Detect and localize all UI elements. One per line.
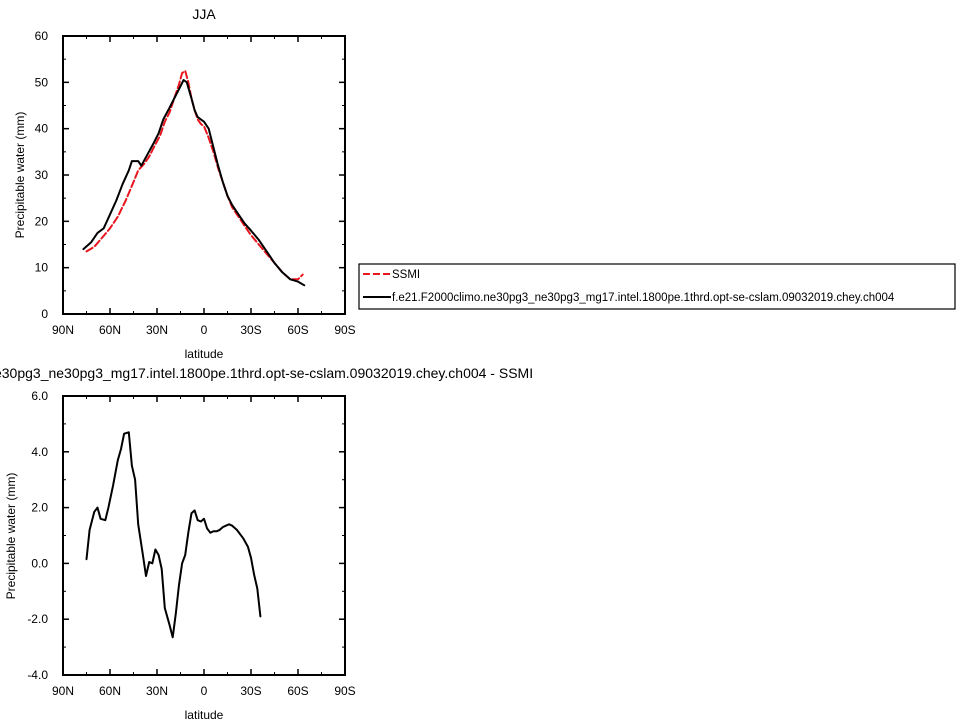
x-tick-label: 60S: [287, 323, 308, 337]
y-tick-label: 40: [35, 122, 49, 136]
x-axis-label-bottom: latitude: [185, 708, 224, 722]
legend-box: [358, 263, 956, 310]
legend-label-model: f.e21.F2000climo.ne30pg3_ne30pg3_mg17.in…: [392, 292, 895, 304]
y-tick-label: 60: [35, 29, 49, 43]
y-tick-label: 4.0: [31, 445, 48, 459]
panel-bottom-diff: f.e21.F2000climo.ne30pg3_ne30pg3_mg17.in…: [0, 365, 533, 722]
y-tick-label: -2.0: [27, 612, 48, 626]
legend: SSMI f.e21.F2000climo.ne30pg3_ne30pg3_mg…: [358, 263, 956, 310]
panel-title-bottom: f.e21.F2000climo.ne30pg3_ne30pg3_mg17.in…: [0, 365, 533, 381]
y-tick-label: 0: [41, 307, 48, 321]
axis-ticks-top: 90N 60N 30N 0 30S 60S 90S 0 10 20 30 40 50 60: [35, 29, 356, 337]
series-line-model: [82, 79, 306, 287]
x-tick-label: 30S: [240, 684, 261, 698]
plot-frame-bottom: [62, 395, 346, 676]
x-tick-label: 60N: [99, 323, 121, 337]
x-tick-label: 90S: [334, 684, 355, 698]
axis-ticks-bottom: 90N 60N 30N 0 30S 60S 90S -4.0 -2.0 0.0 2.0 4.0 6.0: [27, 389, 355, 698]
panel-top-jja: JJA 90N 60N 30N 0 30S 60S 90S 0 10 20 30 40 50 60 lat…: [13, 6, 356, 361]
y-tick-label: 20: [35, 214, 49, 228]
y-tick-label: 6.0: [31, 389, 48, 403]
series-group-bottom: [85, 431, 262, 639]
x-tick-label: 0: [201, 684, 208, 698]
x-tick-label: 30S: [240, 323, 261, 337]
y-axis-label-top: Precipitable water (mm): [13, 112, 27, 239]
x-tick-label: 90N: [52, 323, 74, 337]
x-tick-label: 60S: [287, 684, 308, 698]
series-line-difference: [85, 431, 262, 639]
x-tick-label: 90N: [52, 684, 74, 698]
series-group-top: [82, 69, 306, 287]
legend-label-ssmi: SSMI: [392, 269, 420, 281]
y-tick-label: 50: [35, 75, 49, 89]
y-tick-label: -4.0: [27, 668, 48, 682]
x-tick-label: 30N: [146, 684, 168, 698]
y-tick-label: 10: [35, 261, 49, 275]
x-tick-label: 90S: [334, 323, 355, 337]
x-tick-label: 0: [201, 323, 208, 337]
y-tick-label: 30: [35, 168, 49, 182]
x-tick-label: 60N: [99, 684, 121, 698]
y-tick-label: 0.0: [31, 556, 48, 570]
x-axis-label-top: latitude: [185, 347, 224, 361]
plot-frame-top: [62, 35, 346, 315]
y-tick-label: 2.0: [31, 501, 48, 515]
x-tick-label: 30N: [146, 323, 168, 337]
series-line-ssmi: [85, 69, 304, 281]
panel-title-top: JJA: [192, 6, 216, 22]
y-axis-label-bottom: Precipitable water (mm): [4, 473, 18, 600]
